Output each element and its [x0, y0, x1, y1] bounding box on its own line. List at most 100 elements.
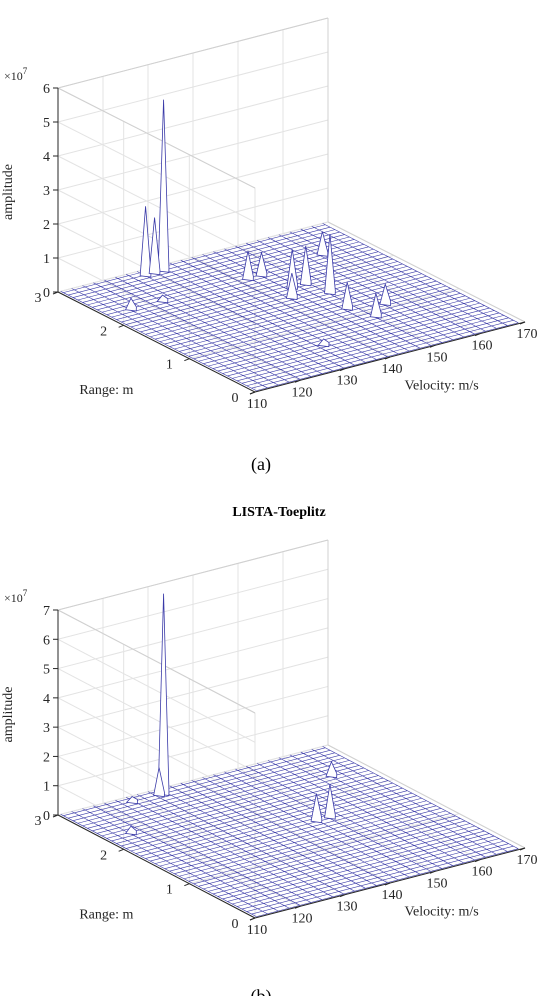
grid-line [189, 288, 460, 360]
surface-mesh-line [169, 262, 366, 363]
z-multiplier-base: ×10 [4, 591, 23, 605]
x-tick-label: 110 [247, 923, 267, 938]
x-tick-label: 120 [292, 385, 313, 400]
grid-line [57, 744, 329, 816]
box-edge [57, 539, 329, 611]
surface-peak [125, 796, 138, 805]
grid-line [282, 756, 481, 861]
grid-line [57, 155, 256, 257]
x-tick [474, 333, 481, 337]
z-tick-label: 6 [43, 82, 50, 97]
surface-mesh-line [147, 268, 344, 369]
surface-peak [157, 99, 170, 273]
grid-line [57, 726, 256, 831]
box-edge [57, 87, 256, 189]
surface-peak [317, 338, 330, 348]
x-axis-label: Velocity: m/s [404, 904, 478, 919]
x-tick [519, 847, 526, 851]
surface-peak [310, 793, 323, 824]
x-tick [474, 859, 481, 863]
grid-line [57, 638, 256, 743]
y-axis-label: Range: m [79, 383, 133, 398]
x-tick [429, 344, 436, 348]
z-tick-label: 5 [43, 116, 50, 131]
surface-mesh-line [191, 780, 388, 883]
surface-mesh-line [60, 291, 257, 391]
y-tick-label: 1 [166, 883, 173, 898]
grid-line [282, 233, 481, 335]
surface-peak [157, 593, 170, 796]
surface-peak [255, 252, 268, 278]
grid-line [192, 779, 391, 884]
surface-mesh-line [235, 245, 432, 346]
surface-mesh-line [60, 814, 257, 917]
surface-mesh-line [256, 763, 453, 866]
surface-mesh-line [126, 274, 322, 374]
box-edge [327, 744, 526, 849]
z-multiplier: ×107 [4, 66, 28, 83]
x-tick-label: 110 [247, 397, 267, 412]
z-tick-label: 7 [43, 604, 50, 619]
surface-mesh-line [235, 768, 432, 872]
box-edge [57, 609, 256, 714]
grid-line [102, 802, 301, 907]
surface-mesh-line [202, 254, 399, 355]
surface-mesh-line [267, 760, 464, 864]
z-tick-label: 5 [43, 663, 50, 678]
surface-mesh-line [224, 771, 421, 875]
surface-mesh-line [169, 785, 366, 889]
surface-peak [325, 760, 338, 779]
surface-mesh-line [311, 748, 508, 852]
x-tick-label: 140 [382, 888, 403, 903]
y-tick-label: 0 [232, 917, 239, 932]
z-axis-label: amplitude [1, 164, 16, 220]
x-tick [384, 882, 391, 886]
x-tick-label: 140 [382, 362, 403, 377]
y-tick [249, 917, 256, 921]
surface-peak [156, 294, 169, 304]
y-axis-line [57, 814, 256, 919]
z-tick-label: 3 [43, 184, 50, 199]
box-edge [327, 221, 526, 323]
surface-mesh-line [256, 322, 519, 391]
x-tick [339, 368, 346, 372]
grid-line [237, 244, 436, 346]
surface-peak [324, 784, 336, 820]
surface-mesh-line [71, 288, 268, 389]
y-tick-label: 3 [35, 291, 42, 306]
surface-peak [379, 282, 392, 306]
y-tick-label: 1 [166, 358, 173, 373]
grid-line [237, 767, 436, 872]
y-tick-label: 0 [232, 391, 239, 406]
z-tick-label: 3 [43, 721, 50, 736]
surface-mesh-line [104, 802, 301, 906]
surface-mesh-line [289, 754, 486, 858]
surface-mesh-line [278, 757, 475, 861]
grid-line [57, 697, 256, 802]
surface-peak [242, 250, 254, 282]
surface-mesh-line [246, 242, 443, 343]
y-tick [249, 391, 256, 395]
z-multiplier-exponent: 7 [23, 588, 28, 598]
surface-mesh-line [82, 285, 279, 386]
surface-peak [124, 825, 137, 836]
x-tick [294, 905, 301, 909]
surface-mesh-line [136, 794, 333, 898]
surface-mesh-line [191, 257, 388, 357]
surface-peak [316, 231, 329, 257]
surface-mesh-line [322, 223, 519, 324]
grid-line [57, 221, 329, 293]
y-tick-label: 3 [35, 814, 42, 829]
surface-mesh-line [115, 799, 312, 903]
z-multiplier-base: ×10 [4, 69, 23, 83]
x-tick-label: 130 [337, 374, 358, 389]
surface-peak [153, 767, 165, 798]
x-tick-label: 120 [292, 911, 313, 926]
surface-mesh-line [322, 746, 519, 849]
box-edge [57, 17, 329, 89]
grid-line [192, 256, 391, 358]
y-tick-label: 2 [100, 324, 107, 339]
surface-mesh-line [278, 234, 475, 335]
x-tick-label: 170 [517, 853, 538, 868]
